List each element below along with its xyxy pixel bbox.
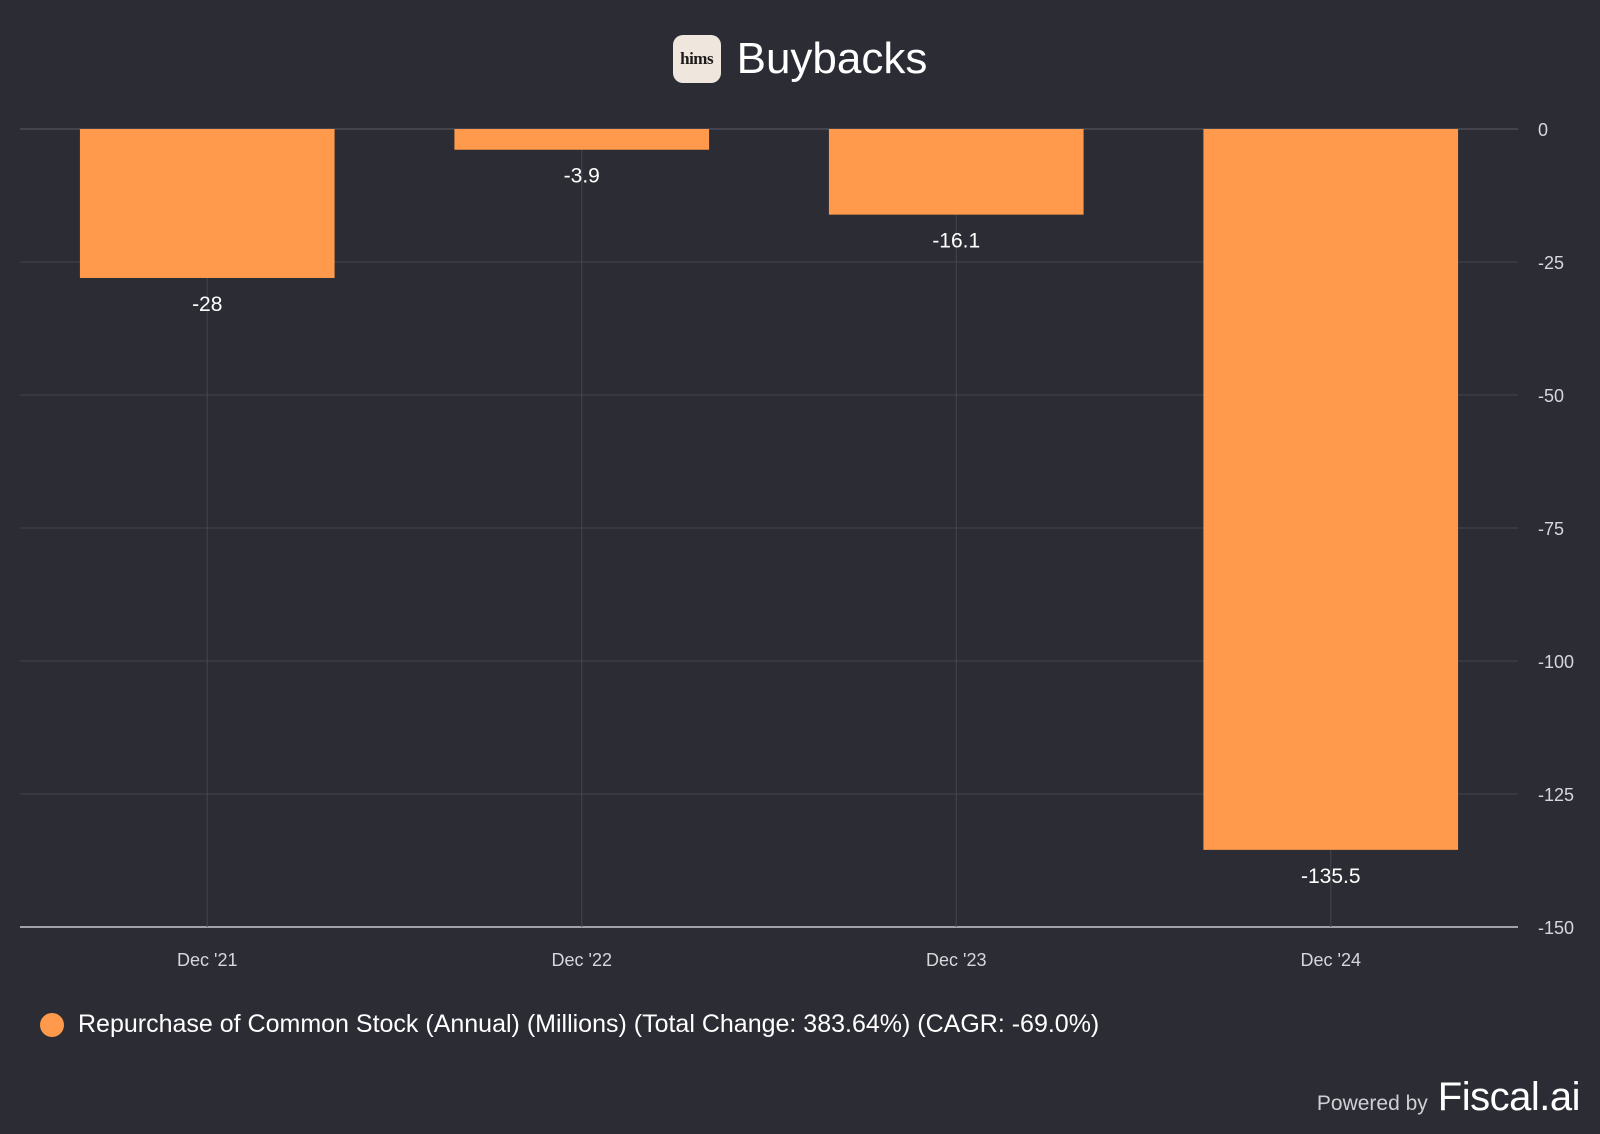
data-label: -135.5	[1301, 865, 1361, 888]
x-tick-label: Dec '22	[552, 950, 612, 970]
x-tick-label: Dec '21	[177, 950, 237, 970]
legend[interactable]: Repurchase of Common Stock (Annual) (Mil…	[40, 1010, 1099, 1039]
axis-layer: 0 -25 -50 -75 -100 -125 -150 Dec '21 Dec '22 Dec …	[177, 120, 1574, 970]
bar-chart: -28 -3.9 -16.1 -135.5 0 -25 -50 -75 -100 -125 -15…	[20, 120, 1574, 970]
labels-layer: -28 -3.9 -16.1 -135.5	[192, 165, 1360, 888]
bars-layer	[79, 129, 1459, 850]
bar	[454, 129, 710, 150]
brand-logo: Fiscal.ai	[1437, 1075, 1581, 1119]
data-label: -16.1	[932, 230, 980, 253]
x-tick-label: Dec '24	[1301, 950, 1361, 970]
bar	[79, 129, 335, 278]
footer-branding[interactable]: Powered by Fiscal.ai	[1316, 1075, 1581, 1120]
company-logo: hims	[672, 35, 721, 83]
legend-marker	[40, 1012, 64, 1037]
y-tick-label: -50	[1538, 386, 1564, 406]
y-tick-label: -100	[1538, 652, 1574, 672]
company-logo-text: hims	[680, 49, 714, 68]
y-tick-label: -75	[1538, 519, 1564, 539]
chart-header: hims Buybacks	[0, 34, 1600, 84]
legend-label: Repurchase of Common Stock (Annual) (Mil…	[78, 1010, 1100, 1038]
data-label: -3.9	[564, 165, 600, 188]
y-tick-label: 0	[1538, 120, 1548, 140]
powered-by-text: Powered by	[1316, 1092, 1428, 1115]
x-tick-label: Dec '23	[926, 950, 986, 970]
y-tick-label: -150	[1538, 918, 1574, 938]
chart-title: Buybacks	[736, 34, 928, 83]
bar	[1203, 129, 1459, 850]
data-label: -28	[192, 293, 222, 316]
y-tick-label: -25	[1538, 253, 1564, 273]
bar	[828, 129, 1084, 215]
y-tick-label: -125	[1538, 785, 1574, 805]
